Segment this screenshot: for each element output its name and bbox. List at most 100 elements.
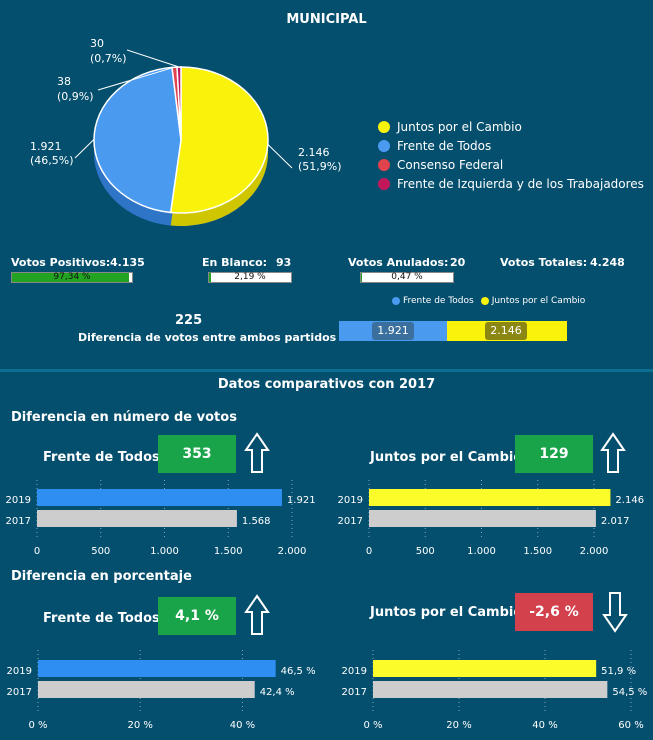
value-label: 1.568 <box>242 516 271 527</box>
legend-item-jxc[interactable]: Juntos por el Cambio <box>378 117 644 136</box>
value-label: 2.017 <box>601 516 630 527</box>
bar-2017[interactable] <box>37 510 237 527</box>
blanco-progress: 2,19 % <box>208 272 292 283</box>
positivos-progress: 97,34 % <box>11 272 133 283</box>
blanco-progress-text: 2,19 % <box>234 272 266 282</box>
pie-leader-line <box>267 143 293 169</box>
x-tick-label: 0 % <box>363 720 382 731</box>
x-tick-label: 40 % <box>532 720 557 731</box>
category-label: 2019 <box>342 666 367 677</box>
votes-jxc-diff-badge: 129 <box>515 435 593 473</box>
pct-fdt-chart: 0 % 20 % 40 % 2019 46,5 % 2017 42,4 % <box>7 650 316 731</box>
pie-slice[interactable] <box>169 66 269 214</box>
x-tick-label: 60 % <box>618 720 643 731</box>
value-label: 51,9 % <box>601 666 636 677</box>
bar-2019[interactable] <box>369 489 611 506</box>
arrow-up-icon <box>244 432 270 473</box>
blanco-value: 93 <box>276 256 292 269</box>
category-label: 2017 <box>7 687 32 698</box>
votes-fdt-chart: 0 500 1.000 1.500 2.000 2019 1.921 2017 1.568 <box>6 480 316 557</box>
diff-legend-jxc: Juntos por el Cambio <box>491 296 586 306</box>
positivos-progress-text: 97,34 % <box>53 272 91 282</box>
x-tick-label: 1.500 <box>214 546 243 557</box>
arrow-down-icon <box>602 592 628 633</box>
diff-bar-fdt-label: 1.921 <box>372 322 414 340</box>
category-label: 2019 <box>7 666 32 677</box>
category-label: 2017 <box>338 516 363 527</box>
diff-legend: Frente de Todos Juntos por el Cambio <box>392 296 585 306</box>
pie-label-cf-value: 38 <box>57 75 71 88</box>
x-tick-label: 500 <box>91 546 110 557</box>
anulados-value: 20 <box>450 256 466 269</box>
legend-dot-icon <box>378 139 390 152</box>
pct-jxc-diff-badge: -2,6 % <box>515 593 593 631</box>
x-tick-label: 0 % <box>28 720 47 731</box>
x-tick-label: 2.000 <box>278 546 307 557</box>
category-label: 2019 <box>6 495 31 506</box>
blanco-progress-fill <box>209 273 211 282</box>
votes-fdt-diff-badge: 353 <box>158 435 236 473</box>
diff-number: 225 <box>175 313 203 328</box>
anulados-progress-text: 0,47 % <box>391 272 423 282</box>
x-tick-label: 1.000 <box>150 546 179 557</box>
diff-caption: Diferencia de votos entre ambos partidos <box>78 331 337 344</box>
legend-dot-icon <box>378 158 390 171</box>
bar-2019[interactable] <box>37 489 282 506</box>
bar-2019[interactable] <box>373 660 597 677</box>
diff-stacked-bar: 1.921 2.146 <box>339 321 567 341</box>
pie-label-jxc-value: 2.146 <box>298 146 330 159</box>
category-label: 2017 <box>6 516 31 527</box>
pct-jxc-chart: 0 % 20 % 40 % 60 % 2019 51,9 % 2017 54,5 % <box>342 650 647 731</box>
votes-fdt-title: Frente de Todos <box>43 450 160 465</box>
arrow-up-icon <box>244 594 270 635</box>
legend-item-fdt[interactable]: Frente de Todos <box>378 136 644 155</box>
bar-2017[interactable] <box>38 681 255 698</box>
category-label: 2019 <box>338 495 363 506</box>
votes-jxc-chart: 0 500 1.000 1.500 2.000 2019 2.146 2017 2.017 <box>338 480 644 557</box>
legend-dot-icon <box>378 177 390 190</box>
bar-2017[interactable] <box>373 681 608 698</box>
arrow-up-icon <box>600 432 626 473</box>
x-tick-label: 2.000 <box>580 546 609 557</box>
pie-label-fit-value: 30 <box>90 37 104 50</box>
pct-jxc-title: Juntos por el Cambio <box>370 605 523 620</box>
legend-dot-icon <box>480 297 489 305</box>
pie-chart: 2.146 (51,9%) 1.921 (46,5%) 38 (0,9%) 30… <box>30 37 342 227</box>
bar-2019[interactable] <box>38 660 276 677</box>
diff-bar-jxc-label: 2.146 <box>485 322 527 340</box>
pie-leader-line <box>126 49 180 68</box>
x-tick-label: 0 <box>34 546 40 557</box>
value-label: 54,5 % <box>612 687 647 698</box>
positivos-label: Votos Positivos: <box>11 256 111 269</box>
x-tick-label: 20 % <box>446 720 471 731</box>
pie-leader-line <box>74 139 95 159</box>
pie-label-jxc-pct: (51,9%) <box>298 160 342 173</box>
value-label: 2.146 <box>615 495 644 506</box>
pie-label-fit-pct: (0,7%) <box>90 52 127 65</box>
blanco-label: En Blanco: <box>202 256 268 269</box>
legend-item-cf[interactable]: Consenso Federal <box>378 155 644 174</box>
page-title: MUNICIPAL <box>286 12 367 27</box>
x-tick-label: 500 <box>416 546 435 557</box>
positivos-progress-fill <box>12 273 129 282</box>
diff-legend-fdt: Frente de Todos <box>403 296 474 306</box>
positivos-value: 4.135 <box>110 256 145 269</box>
x-tick-label: 1.000 <box>467 546 496 557</box>
totales-value: 4.248 <box>590 256 625 269</box>
category-label: 2017 <box>342 687 367 698</box>
pct-fdt-diff-badge: 4,1 % <box>158 597 236 635</box>
value-label: 1.921 <box>287 495 316 506</box>
anulados-progress: 0,47 % <box>360 272 454 283</box>
pie-label-fdt-value: 1.921 <box>30 140 62 153</box>
pct-fdt-title: Frente de Todos <box>43 611 160 626</box>
pie-leader-line <box>97 66 175 91</box>
votes-jxc-title: Juntos por el Cambio <box>370 450 523 465</box>
x-tick-label: 0 <box>366 546 372 557</box>
x-tick-label: 1.500 <box>523 546 552 557</box>
bar-2017[interactable] <box>369 510 596 527</box>
legend-item-fit[interactable]: Frente de Izquierda y de los Trabajadore… <box>378 174 644 193</box>
legend-dot-icon <box>392 297 400 305</box>
legend-label: Frente de Izquierda y de los Trabajadore… <box>397 176 644 191</box>
pie-slice[interactable] <box>93 66 182 214</box>
compare-title: Datos comparativos con 2017 <box>217 377 436 392</box>
